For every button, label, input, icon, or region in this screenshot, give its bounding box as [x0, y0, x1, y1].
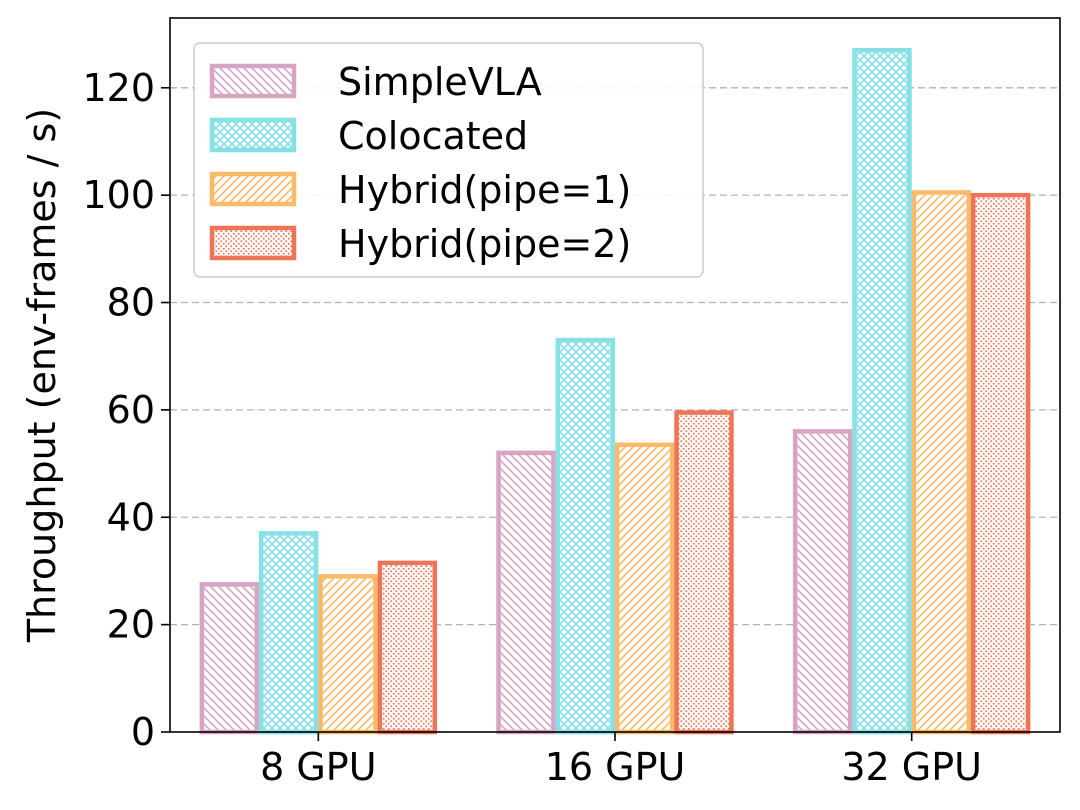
x-tick-label: 32 GPU: [841, 745, 982, 789]
y-tick-label: 40: [107, 495, 155, 539]
legend-label-simplevla: SimpleVLA: [338, 60, 542, 104]
legend-swatch-hybrid-pipe-2: [209, 225, 297, 261]
legend-label-colocated: Colocated: [338, 114, 528, 158]
bar-simplevla-32-gpu: [792, 429, 853, 735]
bar-hybrid-pipe-2-16-gpu: [674, 410, 734, 735]
bar-simplevla-16-gpu: [496, 450, 556, 735]
bar-hybrid-pipe-1-32-gpu: [911, 190, 972, 735]
legend: SimpleVLA Colocated Hybrid(pipe=1) Hybrid(p…: [193, 42, 704, 278]
x-tick-label: 16 GPU: [545, 745, 686, 789]
y-tick-label: 120: [82, 66, 155, 110]
axis-ticks: 0 20 40 60 80 100 120 8 GPU 16 GPU 32 GPU: [82, 66, 982, 789]
y-tick-label: 20: [107, 603, 155, 647]
x-tick-label: 8 GPU: [260, 745, 376, 789]
y-axis-title: Throughput (env-frames / s): [20, 108, 64, 643]
legend-swatch-simplevla: [209, 63, 297, 99]
bars: [199, 47, 1031, 735]
y-tick-label: 100: [82, 173, 155, 217]
bar-hybrid-pipe-1-16-gpu: [614, 442, 675, 735]
y-tick-label: 80: [107, 281, 155, 325]
bar-simplevla-8-gpu: [199, 582, 260, 735]
legend-label-hybrid-pipe-1: Hybrid(pipe=1): [338, 168, 631, 212]
legend-label-hybrid-pipe-2: Hybrid(pipe=2): [338, 222, 631, 266]
bar-colocated-8-gpu: [258, 531, 319, 735]
bar-hybrid-pipe-2-8-gpu: [377, 560, 438, 735]
bar-colocated-32-gpu: [852, 47, 912, 735]
legend-box: [193, 42, 704, 278]
legend-swatch-hybrid-pipe-1: [209, 171, 297, 207]
y-tick-label: 0: [131, 710, 155, 754]
legend-swatch-colocated: [209, 117, 297, 153]
bar-colocated-16-gpu: [555, 337, 616, 735]
bar-hybrid-pipe-1-8-gpu: [318, 574, 378, 735]
y-tick-label: 60: [107, 388, 155, 432]
bar-hybrid-pipe-2-32-gpu: [970, 192, 1031, 735]
